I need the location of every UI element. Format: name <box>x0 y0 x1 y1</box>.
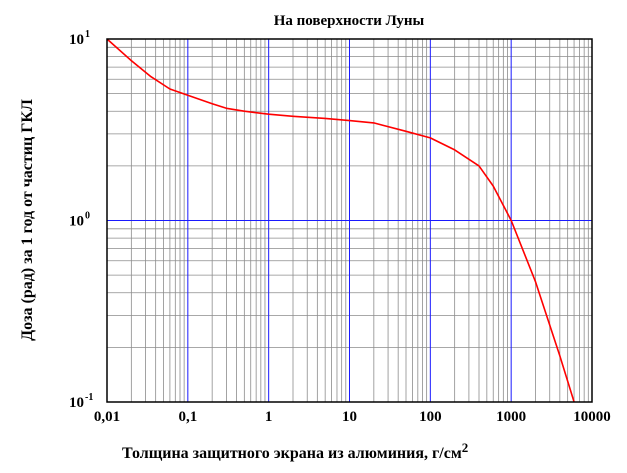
x-axis-label-text: Толщина защитного экрана из алюминия, г/… <box>122 445 462 462</box>
chart-title: На поверхности Луны <box>274 13 425 29</box>
x-tick-label: 10 <box>342 409 357 425</box>
y-axis-label: Доза (рад) за 1 год от частиц ГКЛ <box>19 99 36 341</box>
plot-frame <box>106 38 593 403</box>
x-axis-label: Толщина защитного экрана из алюминия, г/… <box>122 440 468 462</box>
x-tick-label: 1 <box>265 409 273 425</box>
x-tick-labels: 0,01 0,1 1 10 100 1000 10000 <box>94 409 611 425</box>
y-tick-label: 10 -1 <box>69 392 93 411</box>
x-tick-label: 10000 <box>573 409 611 425</box>
y-tick-label: 10 0 <box>69 211 90 230</box>
x-axis-label-exponent: 2 <box>462 440 469 455</box>
series-layer <box>106 38 575 403</box>
x-tick-label: 1000 <box>496 409 526 425</box>
dose-curve-line <box>106 38 575 403</box>
x-tick-label: 100 <box>419 409 442 425</box>
y-tick-label-base: 10 <box>69 214 84 230</box>
x-tick-label: 0,1 <box>178 409 197 425</box>
y-tick-label-exponent: -1 <box>85 392 93 403</box>
y-tick-label: 10 1 <box>69 29 90 48</box>
y-tick-label-base: 10 <box>69 395 84 411</box>
y-tick-label-base: 10 <box>69 32 84 48</box>
x-tick-label: 0,01 <box>94 409 120 425</box>
y-tick-label-exponent: 0 <box>85 211 90 222</box>
y-tick-label-exponent: 1 <box>85 29 90 40</box>
